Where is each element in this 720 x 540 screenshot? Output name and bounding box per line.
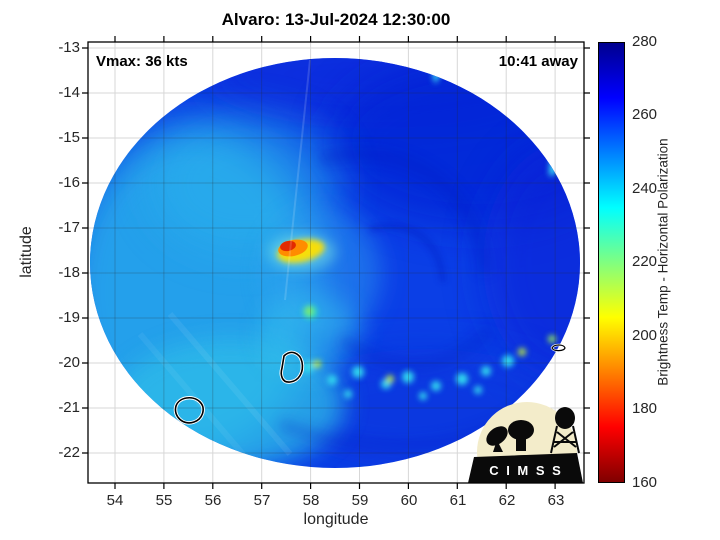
logo-text: C I M S S — [489, 463, 563, 478]
colorbar-tick-label: 260 — [632, 106, 658, 123]
tick-marks — [82, 36, 590, 489]
y-tick-label: -14 — [58, 84, 80, 101]
logo-banner — [468, 453, 583, 483]
satellite-dish-center — [508, 420, 534, 440]
colorbar — [598, 42, 625, 483]
plot-title: Alvaro: 13-Jul-2024 12:30:00 — [221, 10, 451, 29]
satellite-dish-left — [486, 426, 508, 446]
colorbar-tick-label: 240 — [632, 180, 658, 197]
colorbar-axis-label: Brightness Temp - Horizontal Polarizatio… — [655, 138, 671, 386]
gridlines-over-data — [90, 58, 580, 468]
y-tick-label: -20 — [58, 354, 80, 371]
convective-speckles — [302, 58, 564, 400]
x-tick-label: 59 — [351, 492, 369, 509]
x-tick-label: 60 — [400, 492, 418, 509]
colorbar-tick-label: 280 — [632, 33, 658, 50]
y-tick-label: -21 — [58, 399, 80, 416]
cimss-logo: C I M S S — [468, 402, 583, 483]
colorbar-tick-label: 200 — [632, 327, 658, 344]
colorbar-tick-label: 160 — [632, 474, 658, 491]
colorbar-tick-label: 220 — [632, 253, 658, 270]
x-tick-label: 54 — [106, 492, 124, 509]
y-tick-label: -13 — [58, 39, 80, 56]
y-tick-label: -18 — [58, 264, 80, 281]
y-axis-label: latitude — [18, 226, 35, 278]
vmax-annotation: Vmax: 36 kts — [96, 53, 188, 70]
x-tick-label: 58 — [302, 492, 320, 509]
x-tick-label: 55 — [155, 492, 173, 509]
eta-annotation: 10:41 away — [498, 53, 578, 70]
island-outlines — [173, 343, 567, 425]
colorbar-tick-label: 180 — [632, 400, 658, 417]
y-tick-label: -16 — [58, 174, 80, 191]
y-tick-label: -15 — [58, 129, 80, 146]
satellite-map: C I M S S — [82, 36, 590, 489]
x-tick-label: 63 — [547, 492, 565, 509]
y-tick-label: -19 — [58, 309, 80, 326]
water-tower-tank — [555, 407, 575, 429]
swath-data: C I M S S — [90, 58, 583, 483]
x-tick-label: 61 — [449, 492, 467, 509]
y-tick-label: -22 — [58, 444, 80, 461]
warm-eye-spot — [268, 234, 336, 270]
x-axis-label: longitude — [303, 511, 369, 528]
plot-border — [87, 41, 585, 484]
y-tick-label: -17 — [58, 219, 80, 236]
x-tick-label: 62 — [498, 492, 516, 509]
x-tick-label: 57 — [253, 492, 271, 509]
x-tick-label: 56 — [204, 492, 222, 509]
